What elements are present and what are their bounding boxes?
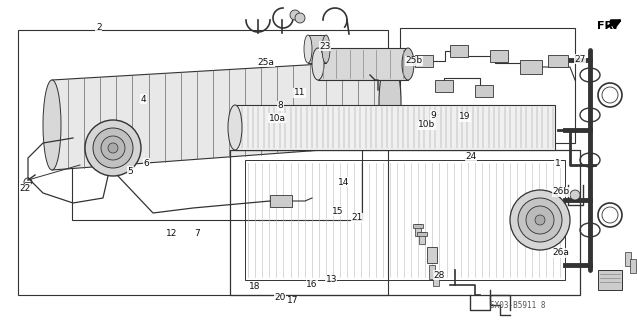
Text: 25a: 25a (258, 58, 275, 67)
Circle shape (101, 136, 125, 160)
Bar (475, 85, 493, 97)
Text: 20: 20 (275, 293, 286, 302)
Ellipse shape (402, 48, 414, 80)
Bar (413, 224, 423, 228)
Bar (433, 272, 439, 286)
Text: 26a: 26a (552, 248, 569, 257)
Text: 22: 22 (20, 184, 31, 193)
Bar (490, 50, 508, 62)
Polygon shape (52, 60, 390, 170)
Text: 21: 21 (351, 213, 362, 222)
Bar (435, 80, 453, 92)
Circle shape (518, 198, 562, 242)
Bar (429, 265, 435, 279)
Bar (415, 55, 433, 67)
Bar (245, 160, 565, 280)
Bar (625, 252, 631, 266)
Bar (630, 259, 636, 273)
Bar (598, 270, 622, 290)
Bar (318, 48, 408, 80)
Text: 17: 17 (287, 296, 299, 305)
Bar (520, 60, 542, 74)
Text: 9: 9 (430, 111, 436, 120)
Circle shape (510, 190, 570, 250)
Text: 4: 4 (141, 95, 146, 104)
Bar (427, 247, 437, 263)
Text: 1: 1 (554, 159, 561, 168)
Bar (270, 195, 292, 207)
Text: 19: 19 (459, 112, 471, 121)
Circle shape (570, 190, 580, 200)
Text: 18: 18 (249, 282, 261, 291)
Bar (230, 150, 580, 295)
Text: 16: 16 (306, 280, 318, 289)
Text: 10a: 10a (269, 114, 285, 123)
Text: 8: 8 (277, 101, 283, 110)
Bar (235, 105, 555, 150)
Bar (548, 55, 568, 67)
Ellipse shape (379, 60, 401, 145)
Circle shape (85, 120, 141, 176)
Ellipse shape (304, 35, 312, 63)
Circle shape (526, 206, 554, 234)
Bar (72, 120, 362, 220)
Bar (18, 30, 388, 295)
Ellipse shape (312, 48, 324, 80)
Circle shape (535, 215, 545, 225)
Text: 24: 24 (466, 152, 477, 161)
Bar (308, 35, 326, 63)
Text: 25b: 25b (406, 56, 422, 65)
Text: 28: 28 (434, 271, 445, 280)
Text: 13: 13 (326, 276, 337, 284)
Bar (400, 28, 575, 143)
Bar (415, 224, 421, 236)
Ellipse shape (43, 80, 61, 170)
Circle shape (290, 10, 300, 20)
Text: SX03-B5911 8: SX03-B5911 8 (490, 301, 545, 310)
Text: 2: 2 (96, 23, 101, 32)
Text: 15: 15 (332, 207, 343, 216)
Ellipse shape (322, 35, 330, 63)
Text: 26b: 26b (552, 188, 569, 196)
Text: 7: 7 (194, 229, 201, 238)
Text: 5: 5 (127, 167, 134, 176)
Bar (417, 232, 427, 236)
Bar (450, 45, 468, 57)
Text: 27: 27 (574, 55, 585, 64)
Text: 23: 23 (319, 42, 331, 51)
Circle shape (93, 128, 133, 168)
Circle shape (295, 13, 305, 23)
Circle shape (108, 143, 118, 153)
Text: 12: 12 (166, 229, 178, 238)
Ellipse shape (228, 105, 242, 150)
Text: 14: 14 (338, 178, 350, 187)
Text: 6: 6 (143, 159, 150, 168)
Text: FR.: FR. (597, 21, 617, 31)
Text: 10b: 10b (418, 120, 436, 129)
Bar (419, 232, 425, 244)
Text: 11: 11 (294, 88, 305, 97)
